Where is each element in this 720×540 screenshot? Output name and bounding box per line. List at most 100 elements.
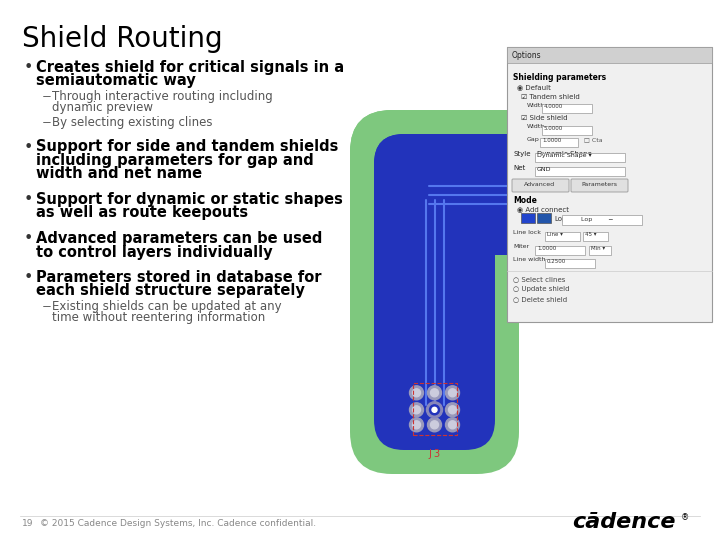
Text: GND: GND [537,167,552,172]
Text: cādence: cādence [572,512,675,532]
Text: •: • [24,60,33,75]
Text: □ Cta: □ Cta [584,137,603,142]
Text: Min ▾: Min ▾ [591,246,605,251]
Text: Through interactive routing including: Through interactive routing including [52,90,273,103]
Text: Miter: Miter [513,244,529,249]
Text: •: • [24,231,33,246]
Circle shape [449,421,456,429]
Text: •: • [24,192,33,207]
Text: J 3: J 3 [428,449,441,459]
Text: time without reentering information: time without reentering information [52,312,265,325]
Text: ○ Delete shield: ○ Delete shield [513,296,567,302]
Text: Options: Options [512,51,541,59]
Circle shape [610,192,615,197]
Text: Parameters stored in database for: Parameters stored in database for [36,270,322,285]
Circle shape [413,406,420,414]
Circle shape [428,418,441,432]
Circle shape [627,177,635,185]
Circle shape [593,201,606,215]
Text: Creates shield for critical signals in a: Creates shield for critical signals in a [36,60,344,75]
Text: Shielding parameters: Shielding parameters [513,73,606,82]
Text: Width: Width [527,103,545,108]
Text: Dynamic Shape ▾: Dynamic Shape ▾ [537,153,592,158]
Text: Shield Routing: Shield Routing [22,25,222,53]
FancyBboxPatch shape [350,110,634,279]
Text: Advanced parameters can be used: Advanced parameters can be used [36,231,323,246]
Text: 5.0000: 5.0000 [544,126,563,131]
Circle shape [446,418,459,432]
FancyBboxPatch shape [374,134,610,255]
Text: •: • [24,139,33,154]
Bar [404,164,465,225]
Circle shape [413,421,420,429]
FancyBboxPatch shape [589,246,611,255]
Text: Existing shields can be updated at any: Existing shields can be updated at any [52,300,282,313]
FancyBboxPatch shape [540,138,578,147]
Text: ☑ Side shield: ☑ Side shield [521,115,567,121]
Text: Parameters: Parameters [581,183,617,187]
Text: Mode: Mode [513,196,537,205]
Circle shape [410,418,423,432]
Text: −: − [42,116,52,129]
FancyBboxPatch shape [545,232,580,241]
Circle shape [430,405,439,415]
FancyBboxPatch shape [535,167,625,176]
Bar [521,213,535,223]
FancyBboxPatch shape [535,153,625,162]
Text: 4.0000: 4.0000 [544,104,563,109]
Circle shape [410,403,423,417]
Text: 19: 19 [22,519,34,529]
Text: including parameters for gap and: including parameters for gap and [36,153,314,168]
Circle shape [432,407,437,413]
Text: Line lock: Line lock [513,230,541,235]
Bar [392,152,477,237]
Circle shape [413,389,420,397]
Circle shape [611,201,624,215]
Circle shape [593,173,606,187]
Circle shape [449,389,456,397]
Text: Line width: Line width [513,257,546,262]
Text: to control layers individually: to control layers individually [36,245,273,260]
Circle shape [428,386,441,400]
Text: Line ▾: Line ▾ [547,232,563,237]
Text: −: − [42,90,52,103]
Text: J 4: J 4 [651,185,663,194]
Circle shape [595,177,603,185]
Text: Dynamic Shape: Dynamic Shape [537,151,592,157]
Circle shape [431,421,438,429]
Circle shape [595,205,603,213]
FancyBboxPatch shape [542,104,592,113]
Text: 45 ▾: 45 ▾ [585,232,596,237]
Bar [597,172,649,217]
Text: •: • [24,270,33,285]
Text: Style: Style [513,151,531,157]
Text: Support for side and tandem shields: Support for side and tandem shields [36,139,338,154]
Circle shape [431,389,438,397]
Text: 1.0000: 1.0000 [542,138,562,143]
Text: width and net name: width and net name [36,166,202,181]
FancyBboxPatch shape [542,126,592,135]
Text: Lop: Lop [554,216,567,222]
Text: By selecting existing clines: By selecting existing clines [52,116,212,129]
Circle shape [613,205,621,213]
Text: as well as route keepouts: as well as route keepouts [36,206,248,220]
Circle shape [627,205,635,213]
Circle shape [624,201,638,215]
FancyBboxPatch shape [545,259,595,268]
Text: dynamic preview: dynamic preview [52,102,153,114]
Text: Advanced: Advanced [524,183,556,187]
Text: ◉ Add connect: ◉ Add connect [517,206,569,212]
FancyBboxPatch shape [571,179,628,192]
Text: Width: Width [527,124,545,129]
Text: each shield structure separately: each shield structure separately [36,284,305,299]
Circle shape [449,406,456,414]
Circle shape [624,173,638,187]
Circle shape [607,190,617,199]
Circle shape [426,402,443,418]
Circle shape [446,403,459,417]
Circle shape [446,386,459,400]
FancyBboxPatch shape [562,215,642,225]
Text: ®: ® [681,513,689,522]
Text: −: − [42,300,52,313]
Text: ◉ Default: ◉ Default [517,84,551,90]
